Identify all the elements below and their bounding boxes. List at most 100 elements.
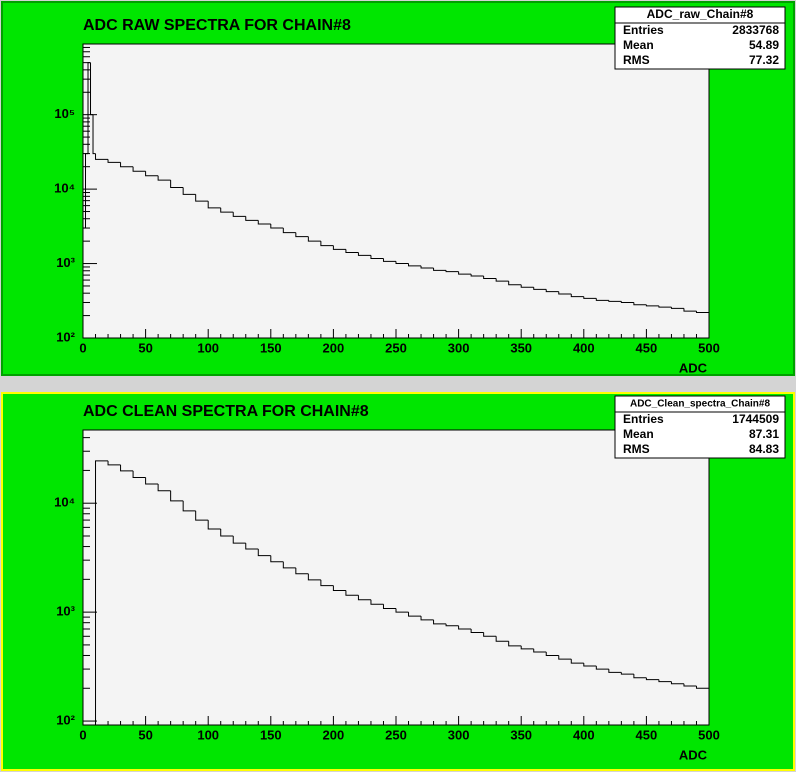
hist-bin — [85, 153, 89, 229]
hist-bin — [520, 645, 534, 650]
hist-bin — [145, 477, 159, 485]
hist-bin — [370, 255, 384, 259]
hist-bin — [508, 281, 522, 286]
stats-value: 1744509 — [732, 412, 779, 426]
hist-bin — [608, 300, 622, 302]
hist-bin — [120, 464, 134, 472]
hist-bin — [207, 201, 221, 209]
hist-bin — [120, 162, 134, 168]
hist-bin — [257, 220, 271, 225]
x-tick-label: 250 — [385, 340, 407, 355]
hist-bin — [533, 287, 547, 290]
hist-bin — [332, 585, 346, 591]
hist-bin — [182, 187, 196, 195]
hist-bin — [645, 304, 659, 307]
hist-bin — [282, 561, 296, 569]
hist-bin — [458, 271, 472, 275]
hist-bin — [245, 543, 259, 550]
stats-label: RMS — [623, 53, 650, 67]
hist-bin — [82, 227, 86, 338]
x-tick-label: 250 — [385, 727, 407, 742]
hist-bin — [207, 520, 221, 530]
hist-bin — [570, 294, 584, 298]
hist-bin — [332, 245, 346, 250]
hist-bin — [282, 228, 296, 234]
hist-bin — [345, 590, 359, 596]
stats-title: ADC_Clean_spectra_Chain#8 — [630, 399, 770, 410]
stats-value: 77.32 — [749, 53, 779, 67]
hist-bin — [220, 207, 234, 213]
y-tick-label: 10⁴ — [54, 495, 75, 510]
x-tick-label: 50 — [138, 727, 152, 742]
x-tick-label: 300 — [448, 340, 470, 355]
hist-bin — [357, 595, 371, 601]
hist-bin — [658, 679, 672, 683]
hist-bin — [295, 567, 309, 575]
x-tick-label: 450 — [636, 727, 658, 742]
hist-bin — [92, 114, 96, 155]
chart-title: ADC CLEAN SPECTRA FOR CHAIN#8 — [83, 403, 369, 420]
hist-bin — [395, 608, 409, 613]
x-axis-title: ADC — [679, 747, 708, 762]
hist-bin — [595, 298, 609, 301]
hist-bin — [483, 276, 497, 279]
hist-bin — [132, 470, 146, 479]
x-tick-label: 500 — [698, 727, 720, 742]
x-tick-label: 150 — [260, 340, 282, 355]
x-tick-label: 0 — [79, 727, 86, 742]
y-tick-label: 10⁴ — [54, 181, 75, 196]
hist-bin — [433, 268, 447, 271]
x-tick-label: 100 — [197, 340, 219, 355]
hist-bin — [95, 153, 109, 160]
hist-bin — [408, 612, 422, 617]
y-tick-label: 10⁵ — [54, 106, 75, 121]
hist-bin — [583, 296, 597, 299]
hist-bin — [87, 62, 91, 154]
hist-bin — [295, 232, 309, 238]
hist-bin — [157, 175, 171, 181]
stats-box — [614, 395, 786, 459]
hist-bin — [470, 629, 484, 634]
hist-bin — [107, 159, 121, 163]
x-axis-title: ADC — [679, 360, 708, 375]
y-tick-label: 10³ — [56, 604, 75, 619]
hist-bin — [420, 616, 434, 621]
hist-bin — [458, 625, 472, 630]
hist-bin — [633, 302, 647, 306]
stats-title: ADC_raw_Chain#8 — [647, 7, 754, 21]
x-tick-label: 400 — [573, 727, 595, 742]
hist-bin — [145, 171, 159, 177]
hist-bin — [370, 599, 384, 605]
stats-label: Mean — [623, 38, 654, 52]
hist-bin — [257, 548, 271, 557]
hist-bin — [620, 301, 634, 303]
hist-bin — [470, 274, 484, 277]
hist-bin — [683, 308, 697, 312]
hist-bin — [220, 528, 234, 537]
x-tick-label: 100 — [197, 727, 219, 742]
hist-bin — [570, 659, 584, 664]
hist-bin — [157, 484, 171, 492]
stats-box — [614, 6, 786, 70]
hist-bin — [595, 666, 609, 670]
stats-value: 54.89 — [749, 38, 779, 52]
hist-bin — [107, 460, 121, 466]
x-tick-label: 400 — [573, 340, 595, 355]
x-tick-label: 450 — [636, 340, 658, 355]
hist-bin — [658, 305, 672, 308]
hist-bin — [195, 510, 209, 521]
hist-bin — [495, 636, 509, 642]
hist-bin — [583, 663, 597, 667]
hist-bin — [270, 223, 284, 229]
hist-bin — [320, 241, 334, 247]
hist-bin — [245, 216, 259, 221]
hist-bin — [633, 674, 647, 679]
hist-bin — [495, 278, 509, 282]
hist-bin — [695, 311, 709, 314]
stats-value: 84.83 — [749, 442, 779, 456]
hist-bin — [95, 460, 109, 725]
y-tick-label: 10² — [56, 712, 75, 727]
hist-bin — [520, 284, 534, 288]
stats-value: 87.31 — [749, 427, 779, 441]
